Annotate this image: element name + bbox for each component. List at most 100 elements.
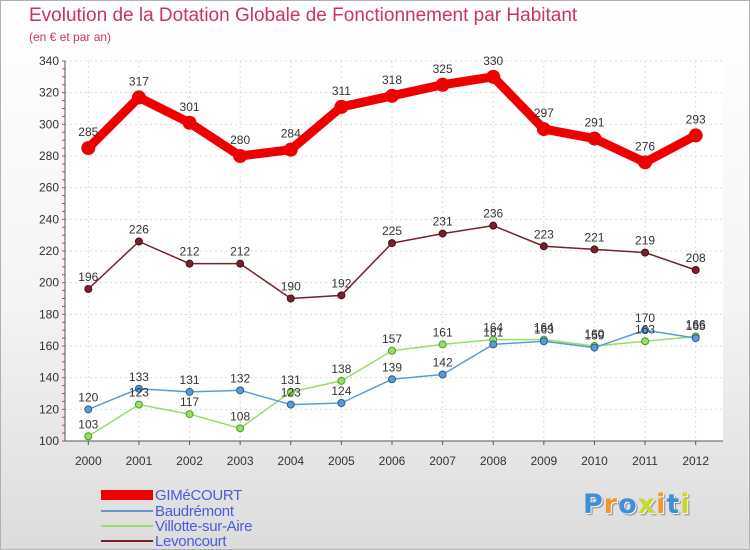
data-label-levoncourt: 226 — [129, 223, 149, 237]
logo-letter: r — [603, 489, 619, 520]
x-tick-label: 2005 — [328, 454, 355, 468]
data-label-gim-court: 325 — [433, 62, 453, 76]
x-tick-label: 2006 — [379, 454, 406, 468]
x-tick-label: 2010 — [581, 454, 608, 468]
legend-label: GIMéCOURT — [155, 486, 243, 504]
data-label-baudr-mont: 139 — [382, 360, 402, 374]
data-label-baudr-mont: 131 — [180, 373, 200, 387]
data-point-gim-court — [536, 122, 551, 137]
data-point-baudr-mont — [539, 337, 548, 346]
data-label-villotte-sur-aire: 166 — [686, 318, 706, 332]
data-label-villotte-sur-aire: 108 — [230, 409, 250, 423]
data-point-baudr-mont — [691, 334, 700, 343]
x-tick-label: 2000 — [75, 454, 102, 468]
data-point-baudr-mont — [185, 387, 194, 396]
data-label-baudr-mont: 123 — [281, 386, 301, 400]
data-label-levoncourt: 212 — [180, 245, 200, 259]
data-label-levoncourt: 212 — [230, 245, 250, 259]
data-label-gim-court: 301 — [180, 100, 200, 114]
data-label-levoncourt: 190 — [281, 280, 301, 294]
data-point-levoncourt — [691, 266, 700, 274]
data-point-levoncourt — [388, 239, 396, 248]
legend-swatch — [101, 540, 153, 542]
data-point-villotte-sur-aire — [185, 410, 194, 419]
legend-swatch — [101, 490, 153, 500]
y-tick-label: 220 — [39, 244, 59, 258]
data-label-villotte-sur-aire: 161 — [433, 325, 453, 339]
data-point-villotte-sur-aire — [438, 340, 447, 349]
x-tick-label: 2001 — [126, 454, 153, 468]
data-point-villotte-sur-aire — [286, 387, 295, 396]
data-point-villotte-sur-aire — [388, 346, 396, 355]
y-tick-label: 180 — [39, 307, 59, 321]
data-point-villotte-sur-aire — [236, 424, 245, 433]
data-label-gim-court: 330 — [483, 54, 503, 68]
x-tick-label: 2007 — [429, 454, 456, 468]
logo-letter: o — [618, 489, 638, 520]
data-label-levoncourt: 196 — [78, 270, 98, 284]
data-label-baudr-mont: 142 — [433, 356, 453, 370]
data-point-baudr-mont — [489, 340, 498, 349]
proxiti-logo: Proxiti — [583, 489, 691, 520]
legend-label: Levoncourt — [155, 532, 227, 550]
y-tick-label: 140 — [39, 371, 59, 385]
data-label-baudr-mont: 133 — [129, 370, 149, 384]
legend-label: Villotte-sur-Aire — [155, 517, 253, 535]
x-tick-label: 2009 — [530, 454, 557, 468]
legend-label: Baudrémont — [155, 502, 234, 520]
data-label-gim-court: 318 — [382, 73, 402, 87]
y-tick-label: 260 — [39, 181, 59, 195]
y-tick-label: 240 — [39, 212, 59, 226]
data-label-gim-court: 297 — [534, 106, 554, 120]
data-point-gim-court — [688, 128, 703, 143]
data-label-villotte-sur-aire: 138 — [331, 362, 351, 376]
data-point-gim-court — [385, 88, 399, 103]
data-label-villotte-sur-aire: 131 — [281, 373, 301, 387]
data-point-baudr-mont — [286, 400, 295, 409]
legend-item: Levoncourt — [101, 532, 227, 550]
data-point-levoncourt — [438, 229, 447, 238]
logo-letter: i — [656, 489, 667, 520]
legend-item: GIMéCOURT — [101, 486, 243, 504]
data-point-levoncourt — [641, 248, 650, 257]
data-label-gim-court: 311 — [332, 84, 351, 98]
data-point-baudr-mont — [590, 343, 599, 352]
data-point-baudr-mont — [134, 384, 143, 393]
data-label-levoncourt: 208 — [686, 251, 706, 265]
x-tick-label: 2011 — [632, 454, 658, 468]
y-tick-label: 280 — [39, 149, 59, 163]
logo-letter: P — [583, 489, 604, 520]
logo-letter: i — [680, 489, 691, 520]
data-label-levoncourt: 192 — [331, 276, 351, 290]
chart-title: Evolution de la Dotation Globale de Fonc… — [29, 5, 578, 26]
data-point-gim-court — [435, 77, 450, 92]
y-tick-label: 300 — [39, 117, 59, 131]
data-label-levoncourt: 231 — [433, 215, 453, 229]
chart-subtitle: (en € et par an) — [29, 30, 112, 44]
x-tick-label: 2008 — [480, 454, 507, 468]
data-point-baudr-mont — [236, 386, 245, 395]
data-label-baudr-mont: 165 — [686, 319, 706, 333]
data-point-baudr-mont — [388, 375, 396, 384]
logo-letter: x — [637, 489, 657, 520]
data-label-gim-court: 291 — [584, 116, 604, 130]
data-point-gim-court — [486, 69, 501, 84]
data-label-gim-court: 285 — [78, 125, 98, 139]
data-point-levoncourt — [489, 221, 498, 230]
y-tick-label: 200 — [39, 276, 59, 290]
data-label-baudr-mont: 161 — [483, 325, 503, 339]
legend-swatch — [101, 510, 153, 512]
legend-swatch — [101, 525, 153, 527]
x-tick-label: 2003 — [227, 454, 254, 468]
x-tick-label: 2004 — [277, 454, 304, 468]
data-point-villotte-sur-aire — [641, 337, 650, 346]
data-point-levoncourt — [337, 291, 346, 300]
data-label-levoncourt: 221 — [584, 230, 604, 244]
data-label-villotte-sur-aire: 123 — [129, 386, 149, 400]
data-label-levoncourt: 225 — [382, 224, 402, 238]
data-point-gim-court — [334, 99, 349, 114]
data-label-gim-court: 293 — [686, 112, 706, 126]
y-tick-label: 160 — [39, 339, 59, 353]
